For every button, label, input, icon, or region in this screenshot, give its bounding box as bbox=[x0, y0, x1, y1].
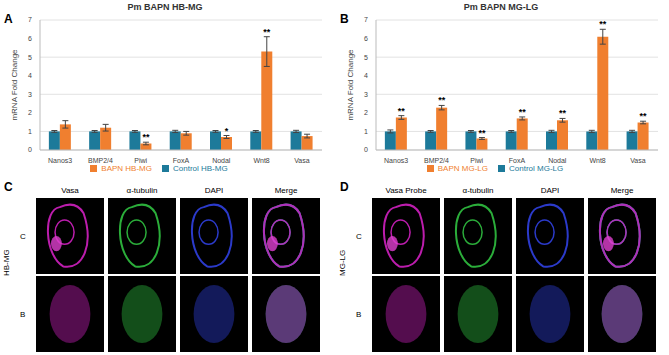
svg-text:Piwi: Piwi bbox=[470, 157, 483, 164]
svg-text:FoxA: FoxA bbox=[509, 157, 526, 164]
html-text:BAPN MG-LG: BAPN MG-LG bbox=[437, 164, 488, 173]
html-text:DAPI: DAPI bbox=[204, 186, 224, 195]
svg-text:BMP2/4: BMP2/4 bbox=[88, 157, 113, 164]
svg-text:Nanos3: Nanos3 bbox=[48, 157, 72, 164]
svg-text:Wnt8: Wnt8 bbox=[589, 157, 605, 164]
html-text:B: B bbox=[20, 310, 26, 319]
html-text:C: C bbox=[20, 232, 26, 241]
svg-text:**: ** bbox=[438, 95, 446, 105]
svg-text:5: 5 bbox=[28, 54, 32, 61]
svg-text:Nanos3: Nanos3 bbox=[384, 157, 408, 164]
svg-text:4: 4 bbox=[28, 72, 32, 79]
html-text:α-tubulin: α-tubulin bbox=[462, 186, 494, 195]
svg-text:4: 4 bbox=[364, 72, 368, 79]
html-text:Pm BAPN MG-LG: Pm BAPN MG-LG bbox=[463, 2, 539, 12]
html-text:A: A bbox=[4, 12, 13, 26]
svg-text:Nodal: Nodal bbox=[548, 157, 567, 164]
svg-text:**: ** bbox=[599, 19, 607, 29]
svg-text:7: 7 bbox=[28, 16, 32, 23]
html-text:α-tubulin: α-tubulin bbox=[126, 186, 158, 195]
svg-text:**: ** bbox=[478, 128, 486, 138]
svg-text:0: 0 bbox=[28, 146, 32, 153]
html-text:Control MG-LG: Control MG-LG bbox=[509, 164, 564, 173]
html-text:BAPN HB-MG: BAPN HB-MG bbox=[101, 164, 152, 173]
svg-text:mRNA Fold Change: mRNA Fold Change bbox=[10, 49, 19, 121]
svg-text:Vasa: Vasa bbox=[294, 157, 310, 164]
svg-text:*: * bbox=[225, 126, 229, 136]
svg-text:**: ** bbox=[559, 108, 567, 118]
svg-text:FoxA: FoxA bbox=[173, 157, 190, 164]
html-text:B: B bbox=[340, 12, 349, 26]
svg-text:**: ** bbox=[519, 107, 527, 117]
svg-text:**: ** bbox=[142, 132, 150, 142]
html-text:MG-LG: MG-LG bbox=[338, 249, 347, 276]
html-text:Vasa Probe: Vasa Probe bbox=[385, 186, 427, 195]
svg-text:2: 2 bbox=[28, 109, 32, 116]
html-text:Control HB-MG: Control HB-MG bbox=[173, 164, 228, 173]
svg-text:1: 1 bbox=[364, 128, 368, 135]
html-text:Merge: Merge bbox=[274, 186, 298, 195]
html-text:DAPI: DAPI bbox=[540, 186, 560, 195]
svg-text:7: 7 bbox=[364, 16, 368, 23]
svg-text:6: 6 bbox=[28, 35, 32, 42]
svg-text:1: 1 bbox=[28, 128, 32, 135]
svg-text:0: 0 bbox=[364, 146, 368, 153]
html-text:Vasa: Vasa bbox=[61, 186, 79, 195]
svg-text:**: ** bbox=[263, 27, 271, 37]
svg-text:5: 5 bbox=[364, 54, 368, 61]
svg-text:Vasa: Vasa bbox=[630, 157, 646, 164]
svg-text:Nodal: Nodal bbox=[212, 157, 231, 164]
html-text:B: B bbox=[356, 310, 362, 319]
html-text:D: D bbox=[340, 180, 349, 194]
svg-text:**: ** bbox=[640, 111, 648, 121]
svg-text:**: ** bbox=[398, 106, 406, 116]
html-text:HB-MG: HB-MG bbox=[2, 249, 11, 276]
svg-text:BMP2/4: BMP2/4 bbox=[424, 157, 449, 164]
svg-text:mRNA Fold Change: mRNA Fold Change bbox=[346, 49, 355, 121]
svg-text:3: 3 bbox=[364, 91, 368, 98]
html-text:Pm BAPN HB-MG: Pm BAPN HB-MG bbox=[127, 2, 203, 12]
svg-text:Wnt8: Wnt8 bbox=[253, 157, 269, 164]
html-text:Merge: Merge bbox=[610, 186, 634, 195]
svg-text:6: 6 bbox=[364, 35, 368, 42]
html-text:C: C bbox=[356, 232, 362, 241]
svg-text:2: 2 bbox=[364, 109, 368, 116]
html-text:C: C bbox=[4, 180, 13, 194]
svg-text:3: 3 bbox=[28, 91, 32, 98]
svg-text:Piwi: Piwi bbox=[134, 157, 147, 164]
